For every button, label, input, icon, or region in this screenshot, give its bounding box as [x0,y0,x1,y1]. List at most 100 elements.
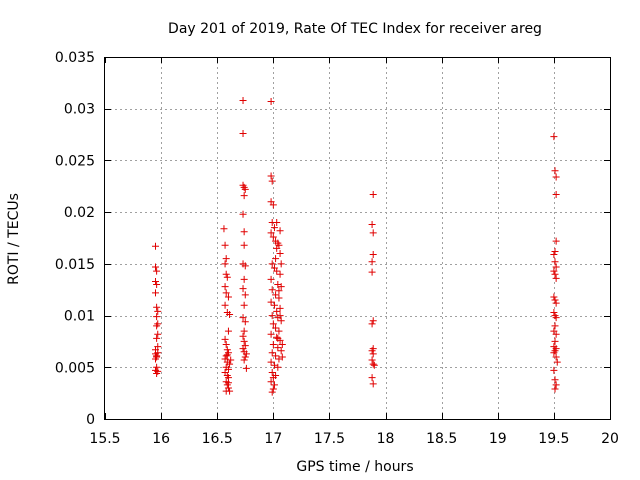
data-point [242,364,250,372]
x-tick-label: 19.5 [538,431,569,447]
data-point [239,332,247,340]
data-point [269,341,277,349]
data-point [552,274,560,282]
plot-frame [104,57,611,420]
axis-ticks [105,57,611,420]
x-tick-label: 19 [489,431,507,447]
data-point [239,314,247,322]
data-point [278,341,286,349]
data-point [153,267,161,275]
data-point [368,320,376,328]
data-point [224,293,232,301]
y-tick-label: 0.025 [55,153,95,169]
data-point [276,227,284,235]
y-tick-label: 0.005 [55,360,95,376]
y-axis-label: ROTI / TECUs [6,193,22,285]
data-point [267,330,275,338]
data-point [154,343,162,351]
data-point [370,361,378,369]
data-point [550,349,558,357]
data-point [278,353,286,361]
data-point [153,303,161,311]
data-point [274,334,282,342]
data-point [269,233,277,241]
data-point [275,327,283,335]
data-point [239,130,247,138]
data-point [268,260,276,268]
data-point [368,221,376,229]
data-point [268,349,276,357]
data-point [276,270,284,278]
data-point [242,350,250,358]
data-point [152,242,159,250]
data-point [226,387,234,395]
data-point [552,299,560,307]
data-point [552,353,560,361]
data-point [221,241,229,249]
data-point [267,172,275,180]
y-tick-label: 0.035 [55,50,95,66]
data-point [222,255,230,263]
data-point [222,270,230,278]
data-point [240,327,248,335]
data-point [369,229,377,237]
data-point [241,262,249,270]
data-point [273,244,281,252]
data-point [268,286,276,294]
data-point [241,185,249,193]
data-point [240,192,248,200]
data-point [267,298,275,306]
x-tick-label: 17 [264,431,282,447]
data-point [551,322,559,330]
data-point [239,96,247,104]
data-point [552,191,560,199]
data-point [270,381,278,389]
data-point [550,251,558,259]
data-point [270,301,278,309]
data-point [369,350,377,358]
x-tick-label: 16.5 [202,431,233,447]
data-point [226,360,234,368]
data-point [272,324,280,332]
data-point [267,97,275,105]
data-point [274,344,282,352]
data-point [241,291,249,299]
data-point [221,335,229,343]
data-point [269,320,277,328]
data-points [152,96,561,396]
x-tick-label: 18.5 [426,431,457,447]
data-point [152,277,159,285]
data-point [239,345,247,353]
y-tick-label: 0.02 [64,205,95,221]
data-point [273,333,281,341]
data-point [552,314,560,322]
data-point [268,388,276,396]
x-axis-label: GPS time / hours [296,459,413,475]
data-point [240,275,248,283]
data-point [222,289,230,297]
data-point [369,360,377,368]
data-point [152,289,159,297]
x-tick-label: 20 [601,431,619,447]
data-point [268,368,276,376]
data-point [272,291,280,299]
chart-title: Day 201 of 2019, Rate Of TEC Index for r… [168,21,542,37]
data-point [224,327,232,335]
data-point [272,255,280,263]
data-point [269,201,277,209]
data-point [276,304,284,312]
data-point [268,177,276,185]
data-point [223,273,231,281]
data-point [369,191,377,199]
y-tick-label: 0.03 [64,102,95,118]
x-tick-labels: 15.5 16 16.5 17 17.5 18 18.5 19 19.5 20 [89,431,619,447]
data-point [154,330,162,338]
data-point [224,379,232,387]
data-point [270,224,278,232]
data-point [241,318,249,326]
data-point [551,337,559,345]
data-point [239,210,247,218]
data-point [222,352,230,360]
data-point [221,283,229,291]
